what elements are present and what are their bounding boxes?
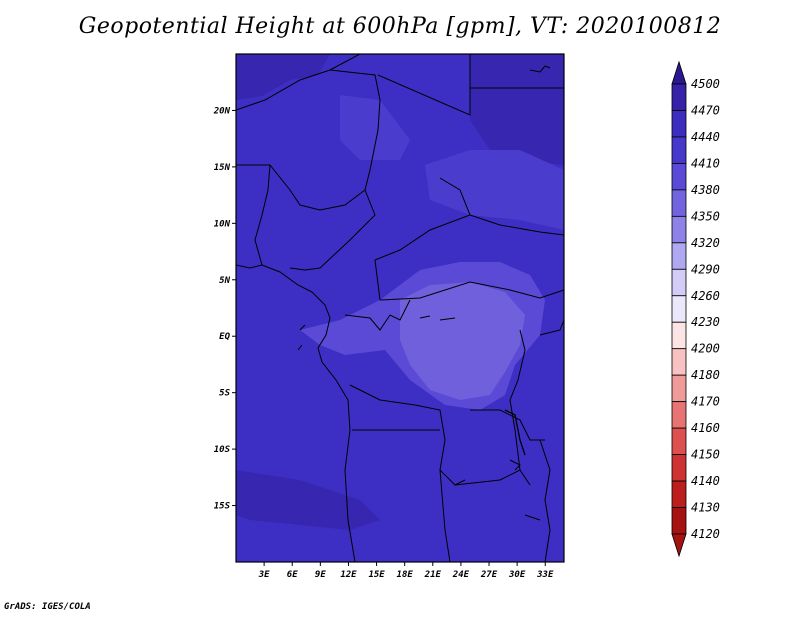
lon-tick-label: 9E bbox=[315, 570, 326, 580]
lon-tick-label: 15E bbox=[368, 570, 385, 580]
map-boundaries bbox=[236, 54, 564, 562]
colorbar-label: 4410 bbox=[691, 156, 720, 170]
lat-tick-label: 10S bbox=[214, 445, 231, 455]
longitude-axis: 3E 6E 9E 12E 15E 18E 21E 24E 27E 30E 33E bbox=[258, 562, 554, 580]
lat-tick-label: 15S bbox=[214, 502, 231, 512]
colorbar-label: 4170 bbox=[691, 395, 720, 409]
colorbar-label: 4230 bbox=[691, 315, 720, 329]
latitude-axis: 20N 15N 10N 5N EQ 5S 10S 15S bbox=[213, 106, 236, 512]
colorbar-swatch bbox=[671, 348, 687, 376]
lat-tick-label: 20N bbox=[213, 106, 231, 116]
colorbar-swatch bbox=[671, 401, 687, 429]
colorbar-swatch bbox=[671, 427, 687, 455]
field-contour-southwest bbox=[236, 470, 380, 530]
lat-tick-label: EQ bbox=[219, 332, 230, 342]
field-contour-congo-low bbox=[400, 282, 525, 400]
colorbar-swatch bbox=[671, 189, 687, 217]
lat-tick-label: 5S bbox=[219, 389, 230, 399]
colorbar-label: 4290 bbox=[691, 262, 720, 276]
field-contour-northwest bbox=[236, 54, 330, 100]
colorbar: 4500 4470 4440 4410 4380 4350 4320 4290 4260 4230… bbox=[671, 60, 720, 558]
colorbar-label: 4180 bbox=[691, 368, 720, 382]
colorbar-label: 4120 bbox=[691, 527, 720, 541]
colorbar-swatch bbox=[671, 163, 687, 191]
lon-tick-label: 30E bbox=[508, 570, 526, 580]
lon-tick-label: 21E bbox=[424, 570, 442, 580]
colorbar-cap-bottom bbox=[671, 533, 687, 558]
colorbar-swatch bbox=[671, 268, 687, 297]
colorbar-label: 4260 bbox=[691, 289, 720, 303]
colorbar-label: 4200 bbox=[691, 342, 720, 356]
colorbar-label: 4500 bbox=[691, 77, 720, 91]
field-contour-sahel bbox=[340, 95, 410, 160]
lon-tick-label: 24E bbox=[452, 570, 470, 580]
colorbar-swatch bbox=[671, 374, 687, 403]
field-contour-darfur bbox=[425, 150, 564, 230]
colorbar-swatch bbox=[671, 242, 687, 270]
colorbar-label: 4160 bbox=[691, 421, 720, 435]
colorbar-swatch bbox=[671, 110, 687, 138]
map-frame bbox=[235, 53, 565, 563]
colorbar-swatch bbox=[671, 454, 687, 482]
lon-tick-label: 18E bbox=[397, 570, 414, 580]
colorbar-swatch bbox=[671, 321, 687, 350]
colorbar-swatch bbox=[671, 295, 687, 323]
colorbar-swatch bbox=[671, 480, 687, 508]
colorbar-label: 4150 bbox=[691, 448, 720, 462]
grads-credit: GrADS: IGES/COLA bbox=[4, 602, 91, 612]
lon-tick-label: 6E bbox=[287, 570, 298, 580]
colorbar-swatch bbox=[671, 136, 687, 164]
lon-tick-label: 33E bbox=[536, 570, 554, 580]
chart-title: Geopotential Height at 600hPa [gpm], VT:… bbox=[78, 14, 722, 39]
colorbar-cap-top bbox=[671, 60, 687, 85]
lon-tick-label: 3E bbox=[258, 570, 270, 580]
field-contour-northeast bbox=[470, 54, 564, 165]
lon-tick-label: 12E bbox=[340, 570, 357, 580]
colorbar-label: 4140 bbox=[691, 474, 720, 488]
colorbar-swatch bbox=[671, 215, 687, 244]
colorbar-label: 4320 bbox=[691, 236, 720, 250]
lat-tick-label: 10N bbox=[214, 219, 231, 229]
lat-tick-label: 5N bbox=[219, 276, 230, 286]
colorbar-swatch bbox=[671, 83, 687, 111]
colorbar-label: 4470 bbox=[691, 103, 720, 117]
lat-tick-label: 15N bbox=[214, 163, 231, 173]
colorbar-label: 4130 bbox=[691, 501, 720, 515]
colorbar-swatch bbox=[671, 507, 687, 535]
colorbar-label: 4350 bbox=[691, 209, 720, 223]
map-field bbox=[236, 54, 564, 562]
lon-tick-label: 27E bbox=[480, 570, 498, 580]
colorbar-label: 4380 bbox=[691, 183, 720, 197]
colorbar-label: 4440 bbox=[691, 130, 720, 144]
